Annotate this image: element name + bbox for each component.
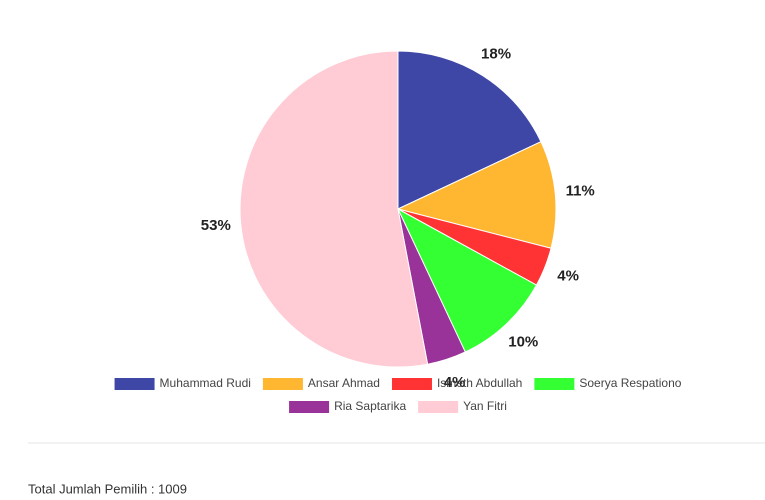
legend-label: Ismeth Abdullah xyxy=(437,376,522,390)
legend-swatch xyxy=(418,401,459,413)
value-label: 4% xyxy=(444,374,466,391)
legend-item: Ansar Ahmad xyxy=(262,376,380,390)
value-label: 18% xyxy=(481,45,511,62)
legend-swatch xyxy=(391,378,432,390)
legend-label: Ansar Ahmad xyxy=(308,376,380,390)
legend-swatch xyxy=(262,378,303,390)
legend-label: Yan Fitri xyxy=(463,399,507,413)
pie-slice xyxy=(397,50,542,210)
legend-item: Ismeth Abdullah xyxy=(391,376,522,390)
pie-slice xyxy=(396,141,557,249)
pie-slice xyxy=(239,50,429,368)
legend-swatch xyxy=(289,401,330,413)
value-label: 53% xyxy=(201,217,231,234)
value-label: 10% xyxy=(508,333,538,350)
pie-slice xyxy=(396,207,538,353)
pie: 18% 11% 4% 10% 4% 53% xyxy=(201,45,595,391)
legend-label: Soerya Respationo xyxy=(579,376,681,390)
value-label: 11% xyxy=(566,183,595,200)
legend-swatch xyxy=(114,378,155,390)
legend-item: Soerya Respationo xyxy=(534,376,682,390)
footer-text: Total Jumlah Pemilih : 1009 xyxy=(28,481,187,496)
value-label: 4% xyxy=(557,267,579,284)
legend-item: Yan Fitri xyxy=(418,399,507,413)
legend-item: Muhammad Rudi xyxy=(114,376,251,390)
legend-swatch xyxy=(534,378,575,390)
legend-label: Ria Saptarika xyxy=(334,399,406,413)
legend-label: Muhammad Rudi xyxy=(160,376,251,390)
legend-item: Ria Saptarika xyxy=(289,399,406,413)
legend: Muhammad Rudi Ansar Ahmad Ismeth Abdullah S… xyxy=(114,376,682,413)
